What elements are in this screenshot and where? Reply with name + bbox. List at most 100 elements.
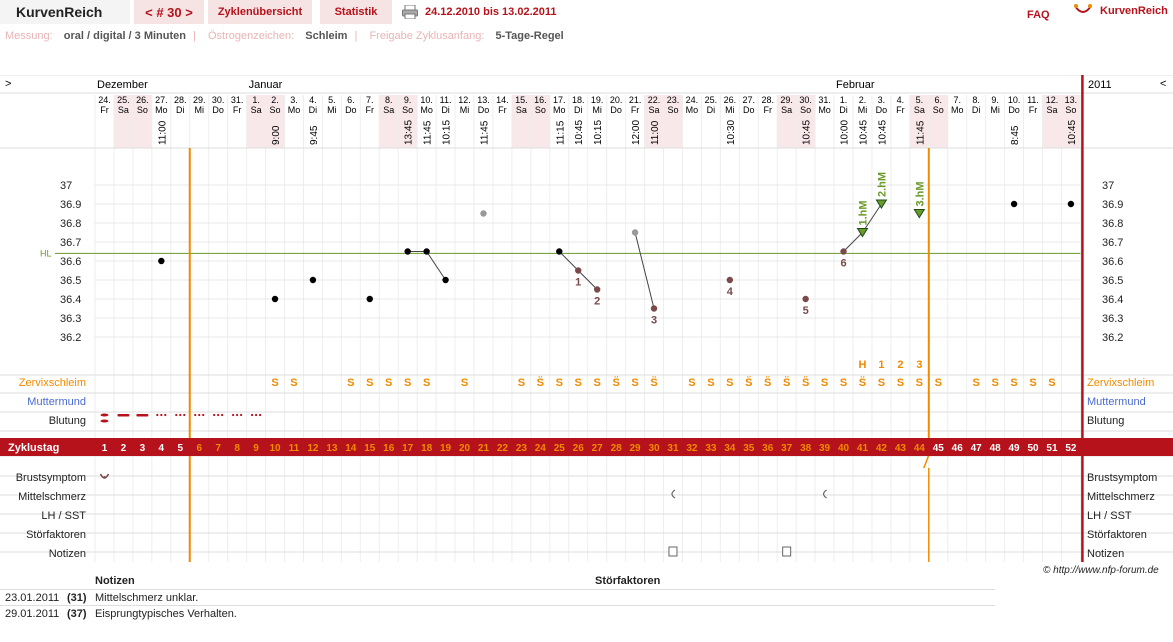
weekday: Di xyxy=(309,105,318,115)
print-icon[interactable] xyxy=(402,5,418,19)
tab-statistics[interactable]: Statistik xyxy=(320,0,392,24)
temperature-point xyxy=(271,295,279,303)
row-label-right: Störfaktoren xyxy=(1087,529,1147,541)
temp-curve-line xyxy=(843,232,863,252)
cycle-day-number: 42 xyxy=(876,443,888,454)
measure-time: 11:45 xyxy=(423,120,434,145)
cycle-navigator[interactable]: < # 30 > xyxy=(134,0,204,24)
cycle-day-number: 26 xyxy=(573,443,585,454)
cycle-day-number: 36 xyxy=(762,443,774,454)
cycle-day-number: 37 xyxy=(781,443,793,454)
y-tick-left: 36.4 xyxy=(60,294,81,306)
weekday: Di xyxy=(176,105,185,115)
faq-link[interactable]: FAQ xyxy=(1027,9,1050,21)
row-label-left: Notizen xyxy=(49,548,86,560)
weekday: Sa xyxy=(914,105,925,115)
cycle-day-number: 43 xyxy=(895,443,907,454)
temperature-point xyxy=(802,295,809,303)
bleeding-spotting xyxy=(254,413,258,417)
excluded-point-label: 2 xyxy=(594,296,600,308)
cycle-day-number: 29 xyxy=(630,443,642,454)
tab-cycle-overview[interactable]: Zyklenübersicht xyxy=(208,0,312,24)
y-tick-left: 36.6 xyxy=(60,256,81,268)
weekday: Fr xyxy=(366,105,375,115)
row-label-left: Muttermund xyxy=(27,396,86,408)
measure-time: 11:45 xyxy=(479,120,490,145)
y-tick-left: 37 xyxy=(60,180,72,192)
cycle-day-number: 52 xyxy=(1065,443,1077,454)
y-tick-left: 36.5 xyxy=(60,275,81,287)
bleeding-spotting xyxy=(240,413,243,417)
logo-text: KurvenReich xyxy=(1100,5,1168,17)
measure-time: 11:15 xyxy=(555,120,566,145)
note-icon xyxy=(782,546,792,557)
mucus-symbol: S̈ xyxy=(859,376,866,389)
measure-time: 13:45 xyxy=(404,120,415,145)
mucus-symbol: S xyxy=(385,377,392,389)
day-number: 1. xyxy=(252,95,260,105)
cycle-day-number: 6 xyxy=(196,443,202,454)
weekday: Di xyxy=(707,105,716,115)
day-number: 17. xyxy=(553,95,566,105)
row-label-right: Muttermund xyxy=(1087,396,1146,408)
cycle-day-number: 45 xyxy=(933,443,945,454)
mittelschmerz-icon xyxy=(671,489,676,499)
weekday: Mi xyxy=(327,105,337,115)
row-label-right: LH / SST xyxy=(1087,510,1132,522)
weekday: Do xyxy=(876,105,888,115)
y-tick-right: 36.9 xyxy=(1102,199,1123,211)
mucus-symbol: S xyxy=(404,377,411,389)
high-measurement-label: 1.hM xyxy=(857,200,869,225)
evaluation-marker: H xyxy=(858,359,866,371)
bleeding-spotting xyxy=(179,413,182,417)
bleeding-spotting xyxy=(213,413,216,417)
day-number: 25. xyxy=(705,95,718,105)
day-number: 13. xyxy=(477,95,490,105)
cycle-day-number: 9 xyxy=(253,443,259,454)
weekday: Sa xyxy=(383,105,394,115)
bleeding-spotting xyxy=(194,413,197,417)
weekday: Do xyxy=(610,105,622,115)
cycle-day-number: 1 xyxy=(102,443,108,454)
day-number: 11. xyxy=(1027,95,1039,105)
mucus-symbol: S xyxy=(518,377,525,389)
mucus-symbol: S xyxy=(347,377,354,389)
day-number: 15. xyxy=(515,95,528,105)
day-number: 9. xyxy=(404,95,412,105)
measure-time: 9:00 xyxy=(271,125,282,145)
release-label: Freigabe Zyklusanfang: xyxy=(369,30,485,42)
bleeding-spotting xyxy=(156,413,159,417)
cycle-day-number: 30 xyxy=(648,443,660,454)
measure-time: 10:45 xyxy=(574,120,585,145)
y-tick-right: 36.6 xyxy=(1102,256,1123,268)
high-measurement-marker xyxy=(875,199,888,209)
day-number: 28. xyxy=(761,95,774,105)
cycle-day-number: 15 xyxy=(364,443,376,454)
mucus-symbol: S̈ xyxy=(764,376,771,389)
day-number: 28. xyxy=(174,95,187,105)
measure-time: 9:45 xyxy=(309,125,320,145)
high-measurement-label: 2.hM xyxy=(876,172,888,197)
month-label: Dezember xyxy=(97,79,148,91)
weekday: So xyxy=(137,105,148,115)
bleeding-spotting xyxy=(258,413,262,417)
temperature-point xyxy=(556,248,563,255)
mucus-symbol: S xyxy=(1029,377,1036,389)
excluded-point-label: 1 xyxy=(575,277,581,289)
day-number: 5. xyxy=(916,95,924,105)
note-day: (37) xyxy=(67,608,87,620)
cycle-day-number: 8 xyxy=(234,443,240,454)
day-number: 7. xyxy=(953,95,961,105)
day-number: 30. xyxy=(799,95,812,105)
high-measurement-label: 3.hM xyxy=(914,181,926,206)
day-number: 13. xyxy=(1065,95,1078,105)
mucus-symbol: S xyxy=(821,377,828,389)
estrogen-value: Schleim xyxy=(305,30,348,42)
temperature-point xyxy=(726,276,734,284)
temperature-point xyxy=(442,276,449,284)
y-tick-left: 36.2 xyxy=(60,332,81,344)
weekday: So xyxy=(535,105,546,115)
day-number: 27. xyxy=(743,95,756,105)
day-number: 4. xyxy=(309,95,317,105)
cycle-day-number: 10 xyxy=(269,443,281,454)
